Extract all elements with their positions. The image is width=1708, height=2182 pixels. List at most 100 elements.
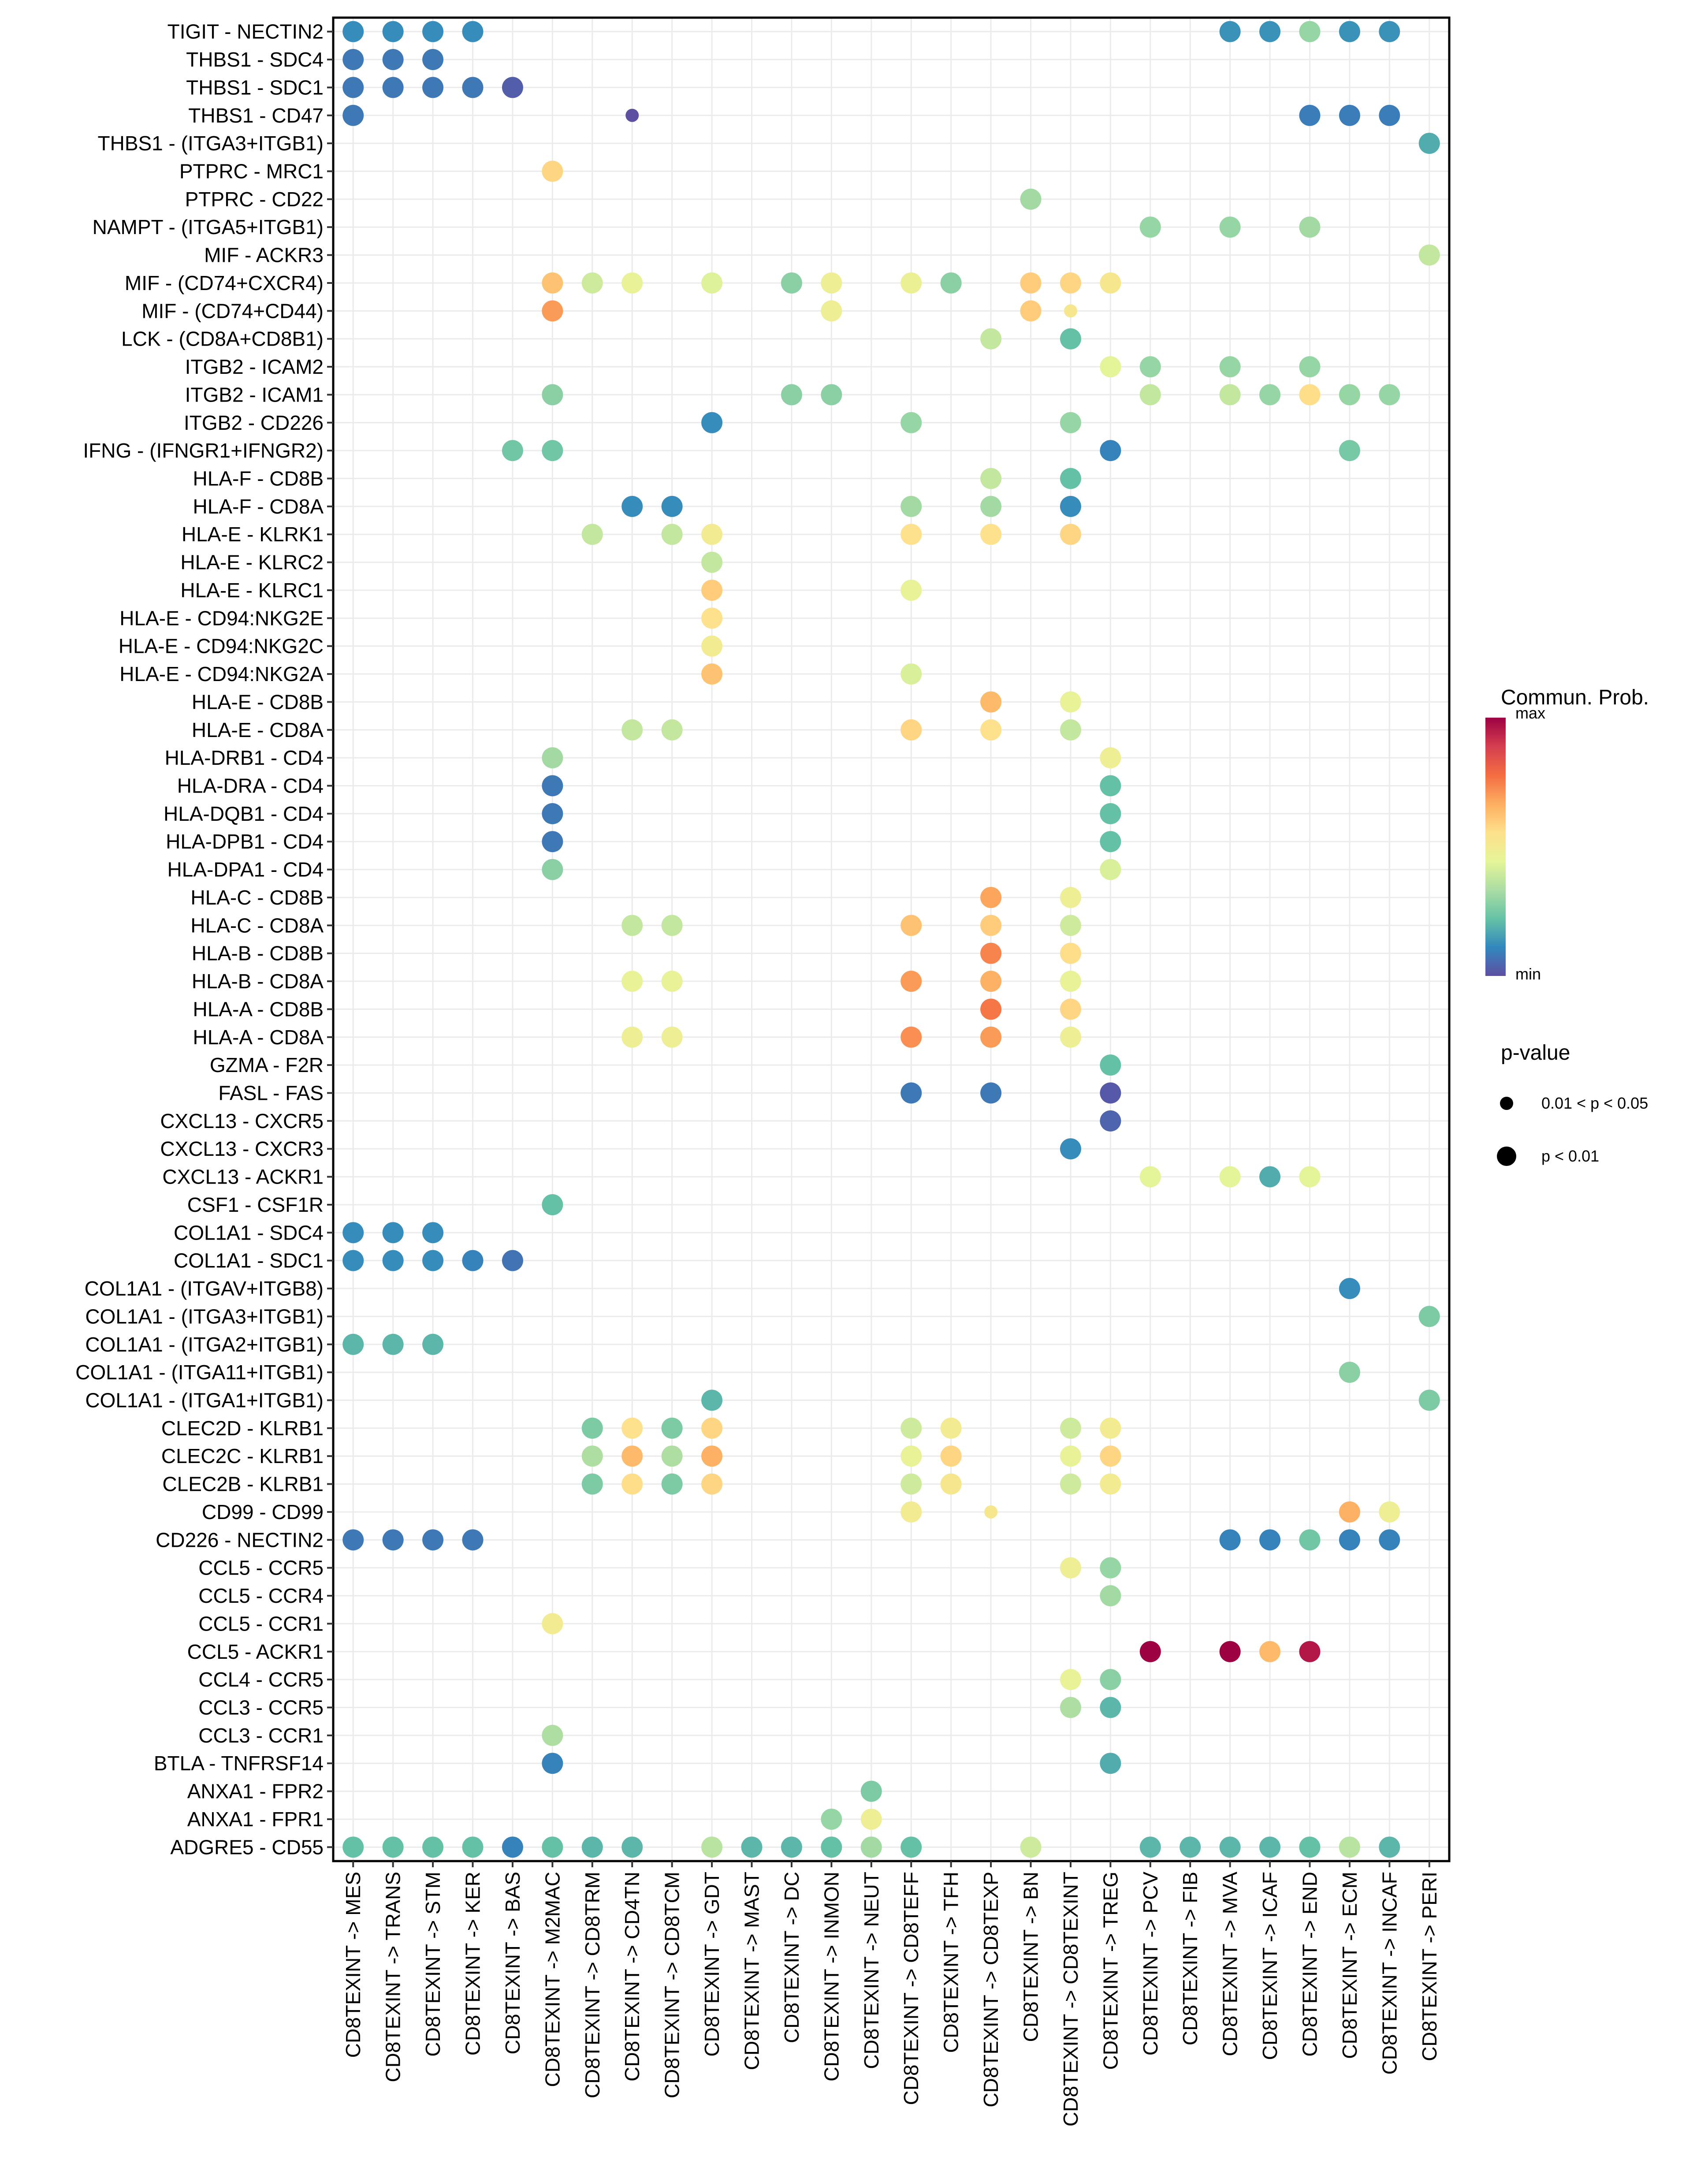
data-point: [1100, 831, 1121, 853]
data-point: [701, 1473, 723, 1495]
data-point: [901, 1445, 922, 1467]
y-tick-label: HLA-DRA - CD4: [177, 774, 324, 797]
data-point: [1339, 1529, 1360, 1551]
y-tick-label: THBS1 - SDC1: [186, 76, 324, 99]
data-point: [1299, 1836, 1321, 1858]
data-point: [1339, 1278, 1360, 1300]
data-point: [1299, 384, 1321, 406]
y-tick-label: HLA-E - CD94:NKG2C: [119, 635, 324, 658]
y-tick-label: CD226 - NECTIN2: [156, 1528, 324, 1551]
data-point: [1339, 1501, 1360, 1523]
data-point: [701, 272, 723, 294]
data-point: [940, 1473, 962, 1495]
data-point: [701, 412, 723, 433]
data-point: [701, 1389, 723, 1411]
data-point: [701, 524, 723, 545]
data-point: [901, 524, 922, 545]
y-tick-label: HLA-E - KLRC1: [180, 579, 324, 602]
data-point: [1100, 859, 1121, 880]
data-point: [1060, 719, 1081, 741]
data-point: [1339, 440, 1360, 462]
data-point: [1060, 1557, 1081, 1579]
data-point: [542, 440, 563, 462]
data-point: [821, 272, 842, 294]
size-legend-label-large: p < 0.01: [1541, 1147, 1599, 1165]
data-point: [382, 1250, 404, 1271]
data-point: [661, 1445, 683, 1467]
data-point: [1339, 1836, 1360, 1858]
data-point: [980, 328, 1002, 350]
data-point: [542, 803, 563, 824]
data-point: [621, 1836, 643, 1858]
y-tick-label: HLA-E - CD8A: [192, 719, 324, 741]
data-point: [542, 1194, 563, 1215]
x-tick-label: CD8TEXINT -> TRANS: [382, 1872, 405, 2082]
y-tick-label: COL1A1 - (ITGA2+ITGB1): [85, 1333, 324, 1356]
data-point: [1339, 21, 1360, 42]
data-point: [781, 272, 802, 294]
y-tick-label: COL1A1 - (ITGA1+ITGB1): [85, 1389, 324, 1412]
data-point: [502, 1836, 523, 1858]
data-point: [542, 859, 563, 880]
y-tick-label: HLA-E - CD94:NKG2E: [119, 607, 324, 629]
data-point: [542, 272, 563, 294]
y-tick-label: ANXA1 - FPR1: [187, 1808, 324, 1831]
data-point: [701, 607, 723, 629]
data-point: [940, 1445, 962, 1467]
x-tick-label: CD8TEXINT -> NEUT: [860, 1872, 883, 2069]
y-tick-label: COL1A1 - SDC1: [174, 1249, 324, 1272]
data-point: [382, 77, 404, 98]
data-point: [781, 384, 802, 406]
data-point: [1100, 1585, 1121, 1607]
data-point: [980, 691, 1002, 713]
data-point: [422, 1222, 444, 1244]
data-point: [1060, 524, 1081, 545]
y-tick-label: THBS1 - SDC4: [186, 48, 324, 71]
data-point: [1060, 272, 1081, 294]
y-tick-label: CLEC2B - KLRB1: [162, 1473, 324, 1496]
data-point: [901, 663, 922, 685]
data-point: [542, 775, 563, 797]
y-tick-label: FASL - FAS: [218, 1082, 324, 1105]
data-point: [422, 21, 444, 42]
data-point: [1139, 1166, 1161, 1188]
color-legend: Commun. Prob. max min: [1485, 686, 1649, 983]
data-point: [1339, 384, 1360, 406]
data-point: [542, 384, 563, 406]
y-tick-label: CCL5 - CCR1: [198, 1612, 324, 1635]
color-legend-title: Commun. Prob.: [1501, 686, 1649, 709]
data-point: [661, 495, 683, 517]
x-tick-label: CD8TEXINT -> MAST: [741, 1872, 763, 2070]
y-tick-label: HLA-E - KLRK1: [182, 523, 324, 546]
data-point: [542, 1753, 563, 1774]
data-point: [1100, 272, 1121, 294]
y-tick-label: MIF - (CD74+CD44): [141, 299, 324, 322]
size-legend-title: p-value: [1501, 1041, 1570, 1065]
data-point: [502, 1250, 523, 1271]
data-point: [1339, 1362, 1360, 1383]
y-tick-label: HLA-B - CD8B: [192, 942, 324, 965]
data-point: [542, 300, 563, 322]
y-tick-label: HLA-DQB1 - CD4: [164, 802, 324, 825]
x-tick-label: CD8TEXINT -> FIB: [1179, 1872, 1202, 2045]
data-point: [542, 1724, 563, 1746]
data-point: [422, 49, 444, 71]
data-point: [462, 1529, 484, 1551]
data-point: [382, 21, 404, 42]
data-point: [1418, 1306, 1440, 1327]
data-point: [581, 1417, 603, 1439]
data-point: [901, 1082, 922, 1104]
data-point: [1100, 440, 1121, 462]
x-tick-label: CD8TEXINT -> CD8TEXINT: [1059, 1872, 1082, 2126]
colorbar-max-label: max: [1515, 704, 1545, 722]
x-tick-label: CD8TEXINT -> ECM: [1338, 1872, 1361, 2059]
y-tick-label: GZMA - F2R: [210, 1054, 324, 1076]
data-point: [701, 551, 723, 573]
data-point: [980, 998, 1002, 1020]
data-point: [502, 440, 523, 462]
y-tick-label: COL1A1 - SDC4: [174, 1221, 324, 1244]
data-point: [901, 272, 922, 294]
data-point: [860, 1780, 882, 1802]
data-point: [821, 384, 842, 406]
data-point: [621, 1445, 643, 1467]
